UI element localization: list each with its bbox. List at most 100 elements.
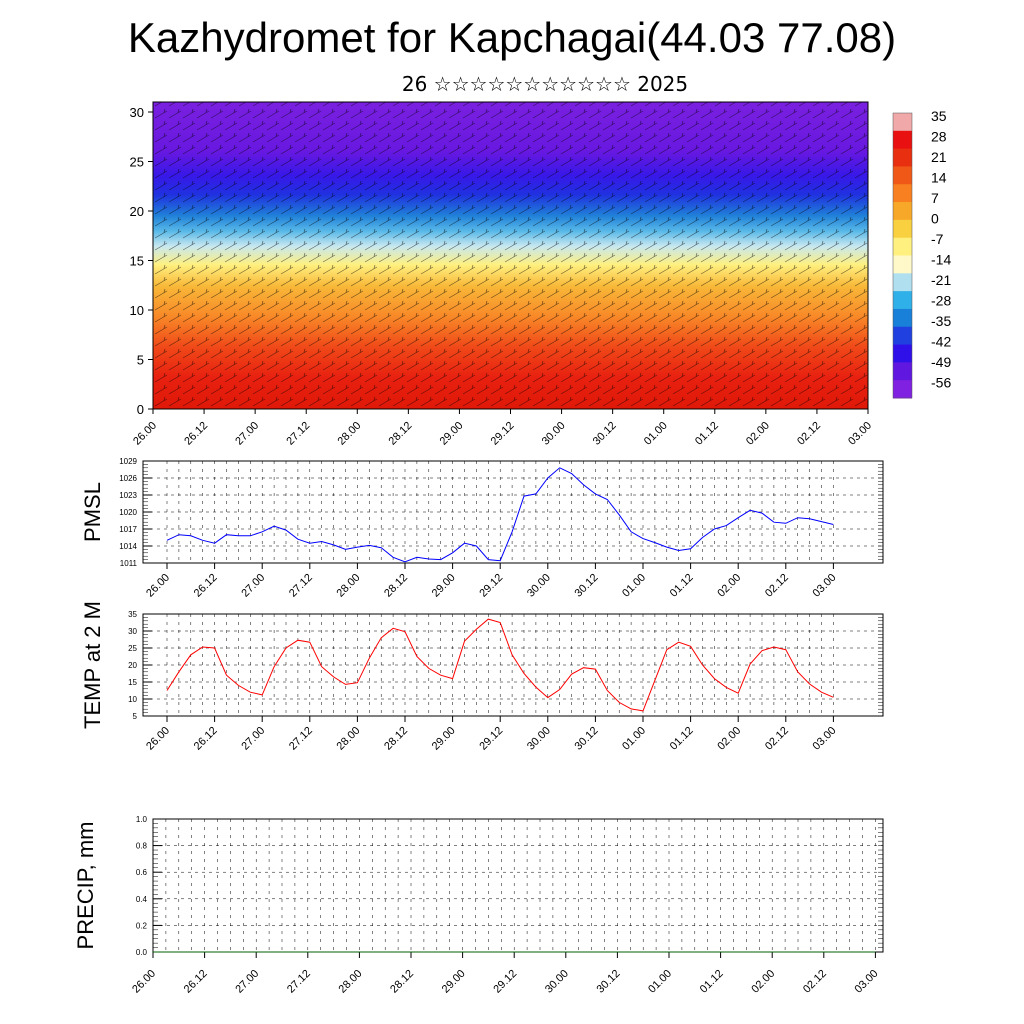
colorbar-swatch <box>893 273 912 292</box>
colorbar-swatch <box>893 344 912 363</box>
y-tick-label: 20 <box>128 661 137 670</box>
x-tick-label: 26.12 <box>192 725 220 753</box>
colorbar-label: -56 <box>931 375 951 391</box>
colorbar-label: -49 <box>931 354 951 370</box>
colorbar-label: -42 <box>931 334 951 350</box>
x-tick-label: 26.12 <box>192 572 220 600</box>
x-tick-label: 27.00 <box>239 725 267 753</box>
colorbar-label: 21 <box>931 149 947 165</box>
y-tick-label: 35 <box>128 610 137 619</box>
y-tick-label: 30 <box>130 105 144 120</box>
x-tick-label: 02.00 <box>744 420 772 448</box>
x-tick-label: 27.00 <box>233 968 261 996</box>
colorbar-swatch <box>893 291 912 310</box>
x-tick-label: 27.12 <box>285 968 313 996</box>
colorbar-label: -28 <box>931 293 951 309</box>
x-tick-label: 29.00 <box>440 968 468 996</box>
x-tick-label: 30.00 <box>525 572 553 600</box>
y-tick-label: 0 <box>137 402 144 417</box>
y-tick-label: 1023 <box>119 491 137 500</box>
y-tick-label: 30 <box>128 627 137 636</box>
x-tick-label: 27.00 <box>239 572 267 600</box>
x-tick-label: 02.12 <box>763 572 791 600</box>
y-axis-title: PMSL <box>80 482 105 542</box>
y-tick-label: 0.2 <box>136 921 148 930</box>
x-tick-label: 26.12 <box>182 420 210 448</box>
x-tick-label: 01.12 <box>668 572 696 600</box>
x-tick-label: 30.00 <box>543 968 571 996</box>
y-tick-label: 1011 <box>120 559 138 568</box>
x-tick-label: 29.12 <box>491 968 519 996</box>
temp-panel: 5 10 15 20 25 30 35 26.00 26.12 27.00 27.12 28.00 28… <box>80 601 884 753</box>
y-tick-label: 1020 <box>119 508 137 517</box>
colorbar-label: -35 <box>931 313 951 329</box>
y-tick-label: 1026 <box>119 474 137 483</box>
y-tick-label: 20 <box>130 204 144 219</box>
colorbar-swatch <box>893 255 912 274</box>
y-tick-label: 0.4 <box>136 895 148 904</box>
plot-frame <box>142 613 884 717</box>
x-tick-label: 01.12 <box>693 420 721 448</box>
x-tick-label: 01.00 <box>642 420 670 448</box>
colorbar-swatch <box>893 237 912 256</box>
series-line <box>166 467 834 563</box>
x-tick-label: 29.00 <box>438 420 466 448</box>
y-tick-label: 0.8 <box>136 842 148 851</box>
x-tick-label: 02.00 <box>715 572 743 600</box>
x-tick-label: 28.00 <box>335 420 363 448</box>
wind-barbs <box>153 102 868 409</box>
x-tick-label: 02.00 <box>749 968 777 996</box>
x-tick-label: 30.12 <box>573 725 601 753</box>
x-tick-label: 30.00 <box>540 420 568 448</box>
x-tick-label: 26.12 <box>182 968 210 996</box>
x-tick-label: 26.00 <box>144 725 172 753</box>
x-tick-label: 28.12 <box>382 572 410 600</box>
x-tick-label: 27.12 <box>284 420 312 448</box>
x-tick-label: 29.00 <box>430 572 458 600</box>
x-tick-label: 29.12 <box>477 725 505 753</box>
precip-panel: 0.0 0.2 0.4 0.6 0.8 1.0 26.00 26.12 27.00 27.12 28… <box>73 815 884 996</box>
colorbar-swatch <box>893 202 912 221</box>
colorbar-swatch <box>893 148 912 167</box>
x-tick-label: 28.12 <box>388 968 416 996</box>
x-tick-label: 26.00 <box>130 968 158 996</box>
x-tick-label: 28.00 <box>337 968 365 996</box>
x-tick-label: 30.12 <box>595 968 623 996</box>
colorbar-frame <box>892 112 913 399</box>
colorbar-swatch <box>893 326 912 346</box>
x-tick-label: 28.12 <box>382 725 410 753</box>
x-tick-label: 03.00 <box>846 420 874 448</box>
x-tick-label: 29.12 <box>477 572 505 600</box>
y-tick-label: 10 <box>130 303 144 318</box>
colorbar-swatch <box>893 308 912 328</box>
colorbar-swatch <box>893 219 912 239</box>
colorbar-label: 28 <box>931 129 947 145</box>
x-tick-label: 02.12 <box>763 725 791 753</box>
colorbar-swatch <box>893 113 912 132</box>
x-tick-label: 02.12 <box>795 420 823 448</box>
y-tick-label: 1014 <box>119 542 137 551</box>
x-tick-label: 28.00 <box>335 572 363 600</box>
page-title: Kazhydromet for Kapchagai(44.03 77.08) <box>127 14 897 61</box>
x-tick-label: 28.00 <box>335 725 363 753</box>
x-tick-label: 03.00 <box>811 725 839 753</box>
x-tick-label: 29.00 <box>430 725 458 753</box>
y-tick-label: 15 <box>128 678 137 687</box>
x-tick-label: 30.12 <box>591 420 619 448</box>
y-tick-label: 1029 <box>119 457 137 466</box>
x-tick-label: 01.00 <box>620 725 648 753</box>
colorbar-swatch <box>893 362 912 381</box>
x-tick-label: 26.00 <box>131 420 159 448</box>
pmsl-panel: 1011 1014 1017 1020 1023 1026 1029 26.00 26.12 27… <box>80 457 884 600</box>
x-tick-label: 03.00 <box>853 968 881 996</box>
colorbar-label: 7 <box>931 190 939 206</box>
colorbar-label: -14 <box>931 252 951 268</box>
x-tick-label: 28.12 <box>387 420 415 448</box>
colorbar-label: -7 <box>931 231 944 247</box>
x-tick-label: 27.00 <box>233 420 261 448</box>
x-tick-label: 01.12 <box>698 968 726 996</box>
x-tick-label: 27.12 <box>287 572 315 600</box>
colorbar-swatch <box>893 166 912 185</box>
colorbar: 35 28 21 14 7 0 -7 -14 -21 -28 -35 -42 -49 -56 <box>892 108 951 399</box>
